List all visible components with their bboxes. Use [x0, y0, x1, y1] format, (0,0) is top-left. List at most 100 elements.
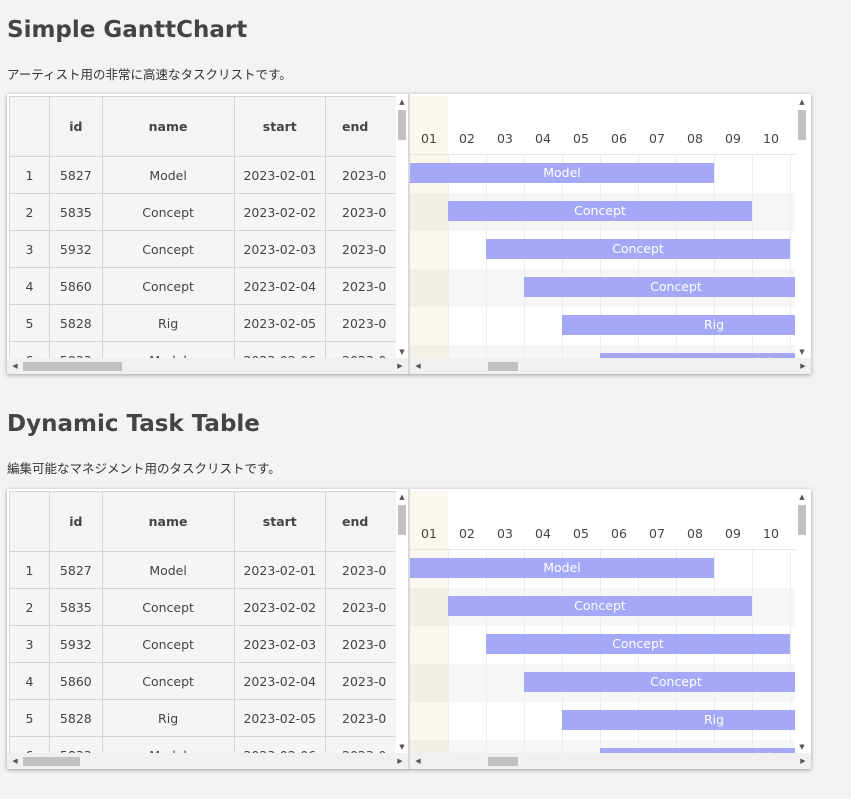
- task-name-cell[interactable]: Concept: [101, 625, 235, 663]
- gantt-task-bar[interactable]: Concept: [448, 596, 752, 616]
- task-end-cell[interactable]: 2023-0: [325, 588, 400, 626]
- task-start-cell[interactable]: 2023-02-06: [233, 736, 327, 753]
- column-header-start[interactable]: start: [233, 491, 327, 552]
- scroll-up-arrow-icon[interactable]: ▲: [399, 493, 405, 501]
- row-index-cell[interactable]: 1: [9, 156, 51, 194]
- gantt-horizontal-scrollbar[interactable]: ◀ ▶: [410, 358, 811, 374]
- scroll-left-arrow-icon[interactable]: ◀: [415, 362, 421, 370]
- scroll-right-arrow-icon[interactable]: ▶: [397, 362, 403, 370]
- scroll-down-arrow-icon[interactable]: ▼: [399, 743, 405, 751]
- scroll-thumb[interactable]: [398, 505, 406, 535]
- gantt-task-bar[interactable]: Rig: [562, 315, 795, 335]
- table-row[interactable]: 3 5932 Concept 2023-02-03 2023-0: [9, 625, 400, 663]
- task-name-cell[interactable]: Concept: [101, 193, 235, 231]
- table-row[interactable]: 4 5860 Concept 2023-02-04 2023-0: [9, 267, 400, 305]
- scroll-right-arrow-icon[interactable]: ▶: [800, 362, 806, 370]
- row-index-cell[interactable]: 1: [9, 551, 51, 589]
- column-header-id[interactable]: id: [49, 491, 103, 552]
- column-header-id[interactable]: id: [49, 96, 103, 157]
- task-end-cell[interactable]: 2023-0: [325, 193, 400, 231]
- scroll-left-arrow-icon[interactable]: ◀: [12, 757, 18, 765]
- table-row[interactable]: 2 5835 Concept 2023-02-02 2023-0: [9, 193, 400, 231]
- task-end-cell[interactable]: 2023-0: [325, 304, 400, 342]
- task-end-cell[interactable]: 2023-0: [325, 267, 400, 305]
- task-id-cell[interactable]: 5932: [49, 230, 103, 268]
- scroll-up-arrow-icon[interactable]: ▲: [799, 493, 805, 501]
- task-id-cell[interactable]: 5827: [49, 551, 103, 589]
- scroll-thumb[interactable]: [798, 505, 806, 535]
- task-start-cell[interactable]: 2023-02-01: [233, 156, 327, 194]
- column-header-index[interactable]: [9, 491, 51, 552]
- scroll-thumb[interactable]: [488, 362, 518, 371]
- table-row[interactable]: 5 5828 Rig 2023-02-05 2023-0: [9, 699, 400, 737]
- scroll-down-arrow-icon[interactable]: ▼: [399, 348, 405, 356]
- task-name-cell[interactable]: Model: [101, 551, 235, 589]
- scroll-thumb[interactable]: [398, 110, 406, 140]
- gantt-task-bar[interactable]: Concept: [448, 201, 752, 221]
- scroll-right-arrow-icon[interactable]: ▶: [800, 757, 806, 765]
- table-vertical-scrollbar[interactable]: ▲ ▼: [396, 491, 408, 753]
- column-header-name[interactable]: name: [101, 491, 235, 552]
- gantt-task-bar[interactable]: Model: [410, 163, 714, 183]
- gantt-task-bar[interactable]: Concept: [486, 239, 790, 259]
- table-row[interactable]: 65833Model2023-02-062023-0: [9, 736, 400, 753]
- gantt-vertical-scrollbar[interactable]: ▲ ▼: [796, 491, 808, 753]
- task-id-cell[interactable]: 5833: [49, 736, 103, 753]
- task-end-cell[interactable]: 2023-0: [325, 699, 400, 737]
- row-index-cell[interactable]: 2: [9, 588, 51, 626]
- row-index-cell[interactable]: 6: [9, 341, 51, 358]
- column-header-end[interactable]: end: [325, 491, 400, 552]
- task-end-cell[interactable]: 2023-0: [325, 662, 400, 700]
- task-name-cell[interactable]: Model: [101, 156, 235, 194]
- row-index-cell[interactable]: 5: [9, 699, 51, 737]
- scroll-up-arrow-icon[interactable]: ▲: [799, 98, 805, 106]
- task-end-cell[interactable]: 2023-0: [325, 156, 400, 194]
- scroll-thumb[interactable]: [798, 110, 806, 140]
- task-start-cell[interactable]: 2023-02-06: [233, 341, 327, 358]
- scroll-right-arrow-icon[interactable]: ▶: [397, 757, 403, 765]
- gantt-task-bar[interactable]: Model: [600, 353, 795, 358]
- table-horizontal-scrollbar[interactable]: ◀ ▶: [7, 358, 408, 374]
- gantt-task-bar[interactable]: Model: [600, 748, 795, 753]
- task-id-cell[interactable]: 5932: [49, 625, 103, 663]
- task-end-cell[interactable]: 2023-0: [325, 625, 400, 663]
- row-index-cell[interactable]: 4: [9, 267, 51, 305]
- task-end-cell[interactable]: 2023-0: [325, 736, 400, 753]
- task-table[interactable]: id name start end 1 5827 Model 2023-02-01 20…: [9, 491, 400, 753]
- table-vertical-scrollbar[interactable]: ▲ ▼: [396, 96, 408, 358]
- task-start-cell[interactable]: 2023-02-04: [233, 662, 327, 700]
- task-name-cell[interactable]: Model: [101, 736, 235, 753]
- task-name-cell[interactable]: Rig: [101, 699, 235, 737]
- task-id-cell[interactable]: 5828: [49, 304, 103, 342]
- pane-divider[interactable]: [408, 94, 410, 374]
- task-start-cell[interactable]: 2023-02-02: [233, 193, 327, 231]
- task-start-cell[interactable]: 2023-02-05: [233, 304, 327, 342]
- scroll-down-arrow-icon[interactable]: ▼: [799, 348, 805, 356]
- row-index-cell[interactable]: 2: [9, 193, 51, 231]
- scroll-left-arrow-icon[interactable]: ◀: [415, 757, 421, 765]
- gantt-task-bar[interactable]: Concept: [524, 277, 795, 297]
- task-start-cell[interactable]: 2023-02-04: [233, 267, 327, 305]
- task-name-cell[interactable]: Rig: [101, 304, 235, 342]
- row-index-cell[interactable]: 3: [9, 230, 51, 268]
- row-index-cell[interactable]: 3: [9, 625, 51, 663]
- task-id-cell[interactable]: 5835: [49, 588, 103, 626]
- gantt-task-bar[interactable]: Concept: [524, 672, 795, 692]
- table-row[interactable]: 5 5828 Rig 2023-02-05 2023-0: [9, 304, 400, 342]
- task-start-cell[interactable]: 2023-02-02: [233, 588, 327, 626]
- table-row[interactable]: 65833Model2023-02-062023-0: [9, 341, 400, 358]
- task-start-cell[interactable]: 2023-02-03: [233, 625, 327, 663]
- task-id-cell[interactable]: 5833: [49, 341, 103, 358]
- scroll-up-arrow-icon[interactable]: ▲: [399, 98, 405, 106]
- task-id-cell[interactable]: 5860: [49, 267, 103, 305]
- table-horizontal-scrollbar[interactable]: ◀ ▶: [7, 753, 408, 769]
- gantt-task-bar[interactable]: Concept: [486, 634, 790, 654]
- task-start-cell[interactable]: 2023-02-03: [233, 230, 327, 268]
- gantt-task-bar[interactable]: Model: [410, 558, 714, 578]
- column-header-start[interactable]: start: [233, 96, 327, 157]
- task-id-cell[interactable]: 5828: [49, 699, 103, 737]
- table-row[interactable]: 1 5827 Model 2023-02-01 2023-0: [9, 156, 400, 194]
- gantt-horizontal-scrollbar[interactable]: ◀ ▶: [410, 753, 811, 769]
- gantt-vertical-scrollbar[interactable]: ▲ ▼: [796, 96, 808, 358]
- row-index-cell[interactable]: 5: [9, 304, 51, 342]
